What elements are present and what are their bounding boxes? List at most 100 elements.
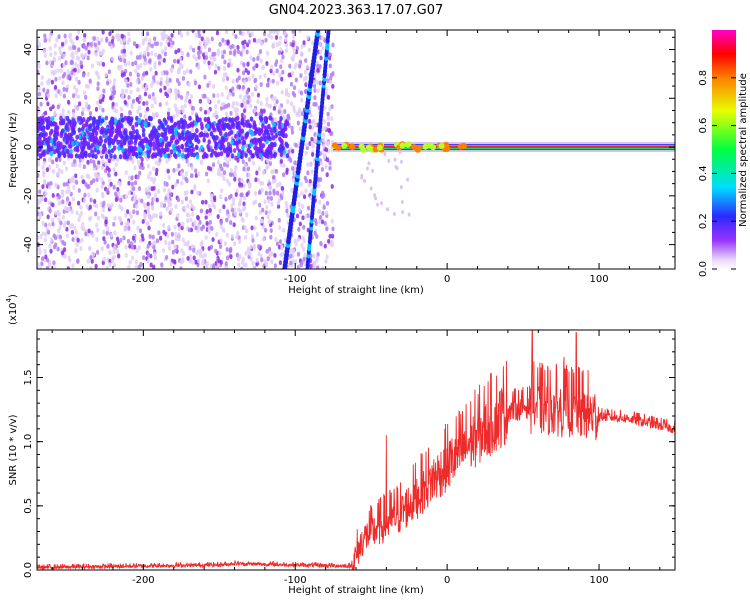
band-cell	[234, 133, 238, 139]
band-cell	[91, 153, 95, 159]
noise-cell	[203, 74, 207, 80]
noise-cell	[71, 41, 75, 46]
noise-cell	[70, 70, 74, 76]
noise-cell	[278, 35, 283, 41]
noise-cell	[112, 221, 116, 227]
noise-cell	[71, 93, 76, 99]
noise-cell	[320, 166, 325, 172]
noise-cell	[238, 30, 242, 36]
noise-cell	[292, 92, 297, 98]
noise-cell	[327, 95, 331, 100]
noise-cell	[247, 181, 251, 187]
band-cell	[109, 137, 114, 143]
noise-cell	[230, 207, 234, 213]
noise-cell	[115, 249, 120, 254]
band-cell	[209, 131, 214, 137]
noise-cell	[61, 108, 65, 114]
noise-cell	[272, 106, 276, 111]
noise-cell	[81, 179, 85, 185]
noise-cell	[278, 181, 282, 187]
noise-cell	[65, 181, 69, 187]
noise-cell	[315, 255, 319, 261]
noise-cell	[180, 180, 184, 186]
noise-cell	[277, 217, 281, 223]
noise-cell	[252, 65, 256, 71]
band-cell	[74, 153, 79, 159]
noise-cell	[80, 64, 84, 70]
noise-cell	[188, 199, 192, 205]
noise-cell	[60, 169, 64, 175]
noise-cell	[130, 181, 134, 187]
noise-cell	[70, 59, 74, 65]
band-cell	[272, 153, 277, 159]
noise-cell	[272, 30, 276, 35]
noise-cell	[131, 61, 135, 67]
band-cell	[61, 120, 66, 126]
noise-cell	[244, 104, 248, 110]
noise-cell	[250, 234, 255, 240]
noise-cell	[157, 161, 161, 167]
noise-cell	[74, 62, 78, 67]
noise-cell	[173, 244, 177, 250]
noise-cell	[136, 225, 140, 231]
band-cell	[71, 121, 76, 127]
noise-cell	[155, 41, 160, 47]
noise-cell	[37, 234, 40, 240]
band-cell	[210, 148, 215, 154]
noise-cell	[132, 186, 136, 192]
noise-cell	[216, 159, 221, 165]
noise-cell	[302, 256, 306, 262]
band-cell	[158, 149, 163, 155]
band-cell	[280, 146, 284, 152]
noise-cell	[59, 68, 63, 74]
noise-cell	[186, 52, 190, 58]
noise-cell	[192, 247, 196, 253]
band-cell	[115, 133, 119, 139]
band-cell	[129, 146, 134, 152]
noise-cell	[74, 230, 79, 235]
noise-cell	[321, 211, 325, 216]
band-cell	[38, 125, 43, 131]
noise-cell	[45, 167, 50, 173]
noise-cell	[68, 178, 73, 183]
noise-cell	[260, 218, 264, 224]
noise-cell	[235, 101, 239, 107]
noise-cell	[165, 76, 169, 82]
noise-cell	[217, 167, 221, 173]
noise-cell	[241, 40, 245, 46]
noise-cell	[247, 39, 251, 45]
noise-cell	[210, 36, 214, 42]
noise-cell	[104, 161, 108, 167]
noise-cell	[119, 106, 124, 112]
band-cell	[249, 116, 254, 122]
band-cell	[103, 146, 107, 152]
noise-cell	[320, 219, 325, 225]
band-cell	[53, 132, 57, 138]
noise-cell	[198, 253, 203, 258]
noise-cell	[259, 82, 263, 87]
noise-cell	[162, 32, 166, 38]
noise-cell	[163, 51, 168, 57]
noise-cell	[276, 80, 280, 86]
noise-cell	[241, 159, 245, 165]
noise-cell	[301, 247, 306, 252]
noise-cell	[231, 196, 236, 202]
noise-cell	[168, 192, 172, 198]
noise-cell	[161, 248, 166, 253]
noise-cell	[321, 190, 325, 196]
noise-cell	[238, 239, 242, 245]
noise-cell	[127, 264, 131, 269]
noise-cell	[108, 31, 112, 37]
colorbar-tick-label: 0.4	[698, 165, 709, 181]
carrier-blob	[365, 144, 372, 151]
band-cell	[241, 145, 245, 151]
band-cell	[166, 115, 171, 121]
noise-cell	[154, 52, 158, 58]
noise-cell	[200, 240, 204, 245]
noise-cell	[284, 37, 288, 43]
noise-cell	[193, 220, 197, 226]
noise-cell	[265, 158, 269, 163]
noise-cell	[325, 226, 329, 232]
noise-cell	[89, 158, 93, 164]
noise-cell	[144, 87, 148, 92]
